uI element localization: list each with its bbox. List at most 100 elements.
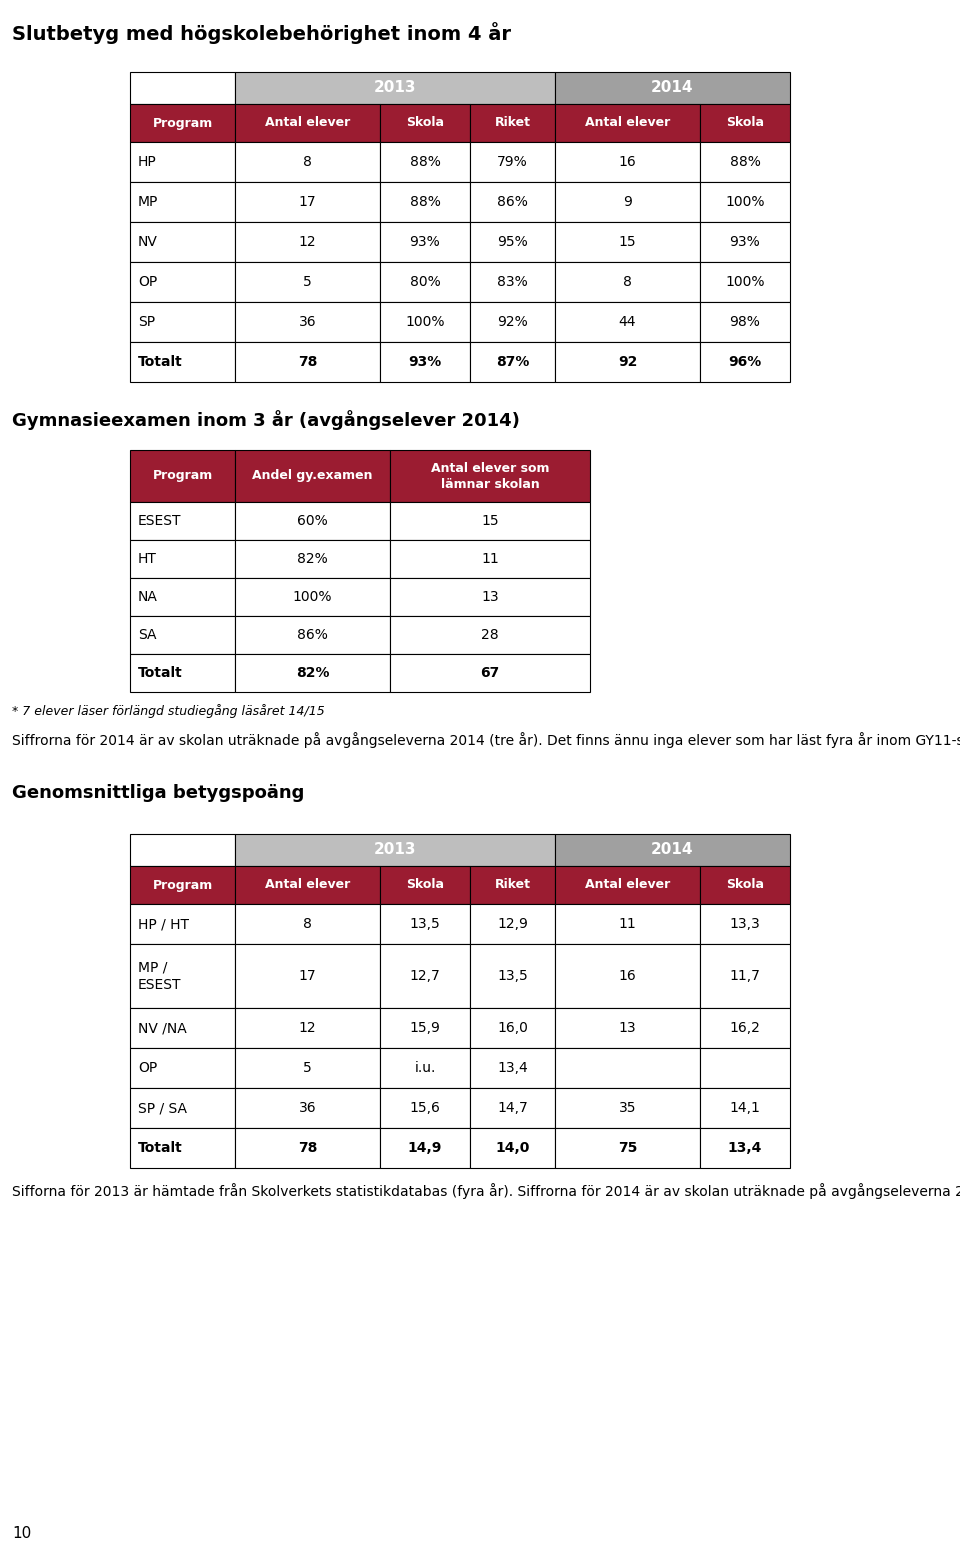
Bar <box>700 1009 790 1047</box>
Bar <box>235 451 390 502</box>
Text: 78: 78 <box>298 354 317 368</box>
Text: Antal elever: Antal elever <box>585 117 670 129</box>
Text: 100%: 100% <box>725 275 765 289</box>
Bar <box>555 104 700 141</box>
Text: 14,7: 14,7 <box>497 1100 528 1116</box>
Bar <box>235 578 390 615</box>
Bar <box>555 1047 700 1088</box>
Text: 17: 17 <box>299 970 316 984</box>
Bar <box>235 866 380 904</box>
Bar <box>700 301 790 342</box>
Bar <box>380 904 470 943</box>
Text: 78: 78 <box>298 1141 317 1155</box>
Text: 88%: 88% <box>410 194 441 208</box>
Text: MP /
ESEST: MP / ESEST <box>138 960 181 991</box>
Bar <box>235 1047 380 1088</box>
Bar <box>235 1128 380 1169</box>
Text: 96%: 96% <box>729 354 761 368</box>
Bar <box>235 182 380 222</box>
Text: * 7 elever läser förlängd studiegång läsåret 14/15: * 7 elever läser förlängd studiegång läs… <box>12 704 324 718</box>
Text: 12: 12 <box>299 1021 316 1035</box>
Bar <box>380 1088 470 1128</box>
Bar <box>470 342 555 382</box>
Bar <box>700 141 790 182</box>
Bar <box>555 182 700 222</box>
Bar <box>700 1128 790 1169</box>
Text: Program: Program <box>153 469 212 482</box>
Bar <box>130 104 235 141</box>
Bar <box>555 222 700 263</box>
Bar <box>700 1047 790 1088</box>
Text: Program: Program <box>153 117 212 129</box>
Text: 88%: 88% <box>410 155 441 169</box>
Text: Skola: Skola <box>406 117 444 129</box>
Text: 13,4: 13,4 <box>497 1061 528 1075</box>
Text: 36: 36 <box>299 1100 316 1116</box>
Bar <box>235 104 380 141</box>
Text: 75: 75 <box>618 1141 637 1155</box>
Text: 16: 16 <box>618 970 636 984</box>
Bar <box>130 1128 235 1169</box>
Bar <box>235 301 380 342</box>
Text: 14,0: 14,0 <box>495 1141 530 1155</box>
Bar <box>390 539 590 578</box>
Bar <box>130 141 235 182</box>
Bar <box>470 1128 555 1169</box>
Text: HP: HP <box>138 155 156 169</box>
Text: SP: SP <box>138 315 156 329</box>
Text: 13,5: 13,5 <box>410 917 441 931</box>
Text: OP: OP <box>138 1061 157 1075</box>
Text: 13,4: 13,4 <box>728 1141 762 1155</box>
Text: Antal elever: Antal elever <box>265 117 350 129</box>
Bar <box>130 904 235 943</box>
Text: 88%: 88% <box>730 155 760 169</box>
Bar <box>700 104 790 141</box>
Bar <box>130 1047 235 1088</box>
Bar <box>555 904 700 943</box>
Text: 14,9: 14,9 <box>408 1141 443 1155</box>
Text: Gymnasieexamen inom 3 år (avgångselever 2014): Gymnasieexamen inom 3 år (avgångselever … <box>12 410 520 430</box>
Text: Antal elever som
lämnar skolan: Antal elever som lämnar skolan <box>431 462 549 491</box>
Bar <box>700 222 790 263</box>
Bar <box>380 263 470 301</box>
Text: Andel gy.examen: Andel gy.examen <box>252 469 372 482</box>
Text: 9: 9 <box>623 194 632 208</box>
Bar <box>130 263 235 301</box>
Bar <box>470 1088 555 1128</box>
Bar <box>555 342 700 382</box>
Bar <box>235 1088 380 1128</box>
Bar <box>235 141 380 182</box>
Text: SP / SA: SP / SA <box>138 1100 187 1116</box>
Bar <box>555 943 700 1009</box>
Text: NA: NA <box>138 591 157 605</box>
Bar <box>380 222 470 263</box>
Text: 83%: 83% <box>497 275 528 289</box>
Text: 17: 17 <box>299 194 316 208</box>
Bar <box>700 263 790 301</box>
Bar <box>555 1128 700 1169</box>
Bar <box>700 342 790 382</box>
Bar <box>470 222 555 263</box>
Text: Skola: Skola <box>726 117 764 129</box>
Text: i.u.: i.u. <box>415 1061 436 1075</box>
Text: 93%: 93% <box>730 235 760 249</box>
Text: 11: 11 <box>481 552 499 566</box>
Bar <box>555 141 700 182</box>
Text: Riket: Riket <box>494 117 531 129</box>
Bar <box>555 1009 700 1047</box>
Bar <box>235 71 555 104</box>
Bar <box>130 615 235 654</box>
Bar <box>390 578 590 615</box>
Bar <box>130 654 235 692</box>
Text: 100%: 100% <box>293 591 332 605</box>
Text: 11: 11 <box>618 917 636 931</box>
Text: Antal elever: Antal elever <box>265 878 350 892</box>
Bar <box>235 539 390 578</box>
Bar <box>700 904 790 943</box>
Bar <box>380 1128 470 1169</box>
Bar <box>555 866 700 904</box>
Bar <box>130 943 235 1009</box>
Text: 2013: 2013 <box>373 842 417 858</box>
Text: 93%: 93% <box>410 235 441 249</box>
Bar <box>130 578 235 615</box>
